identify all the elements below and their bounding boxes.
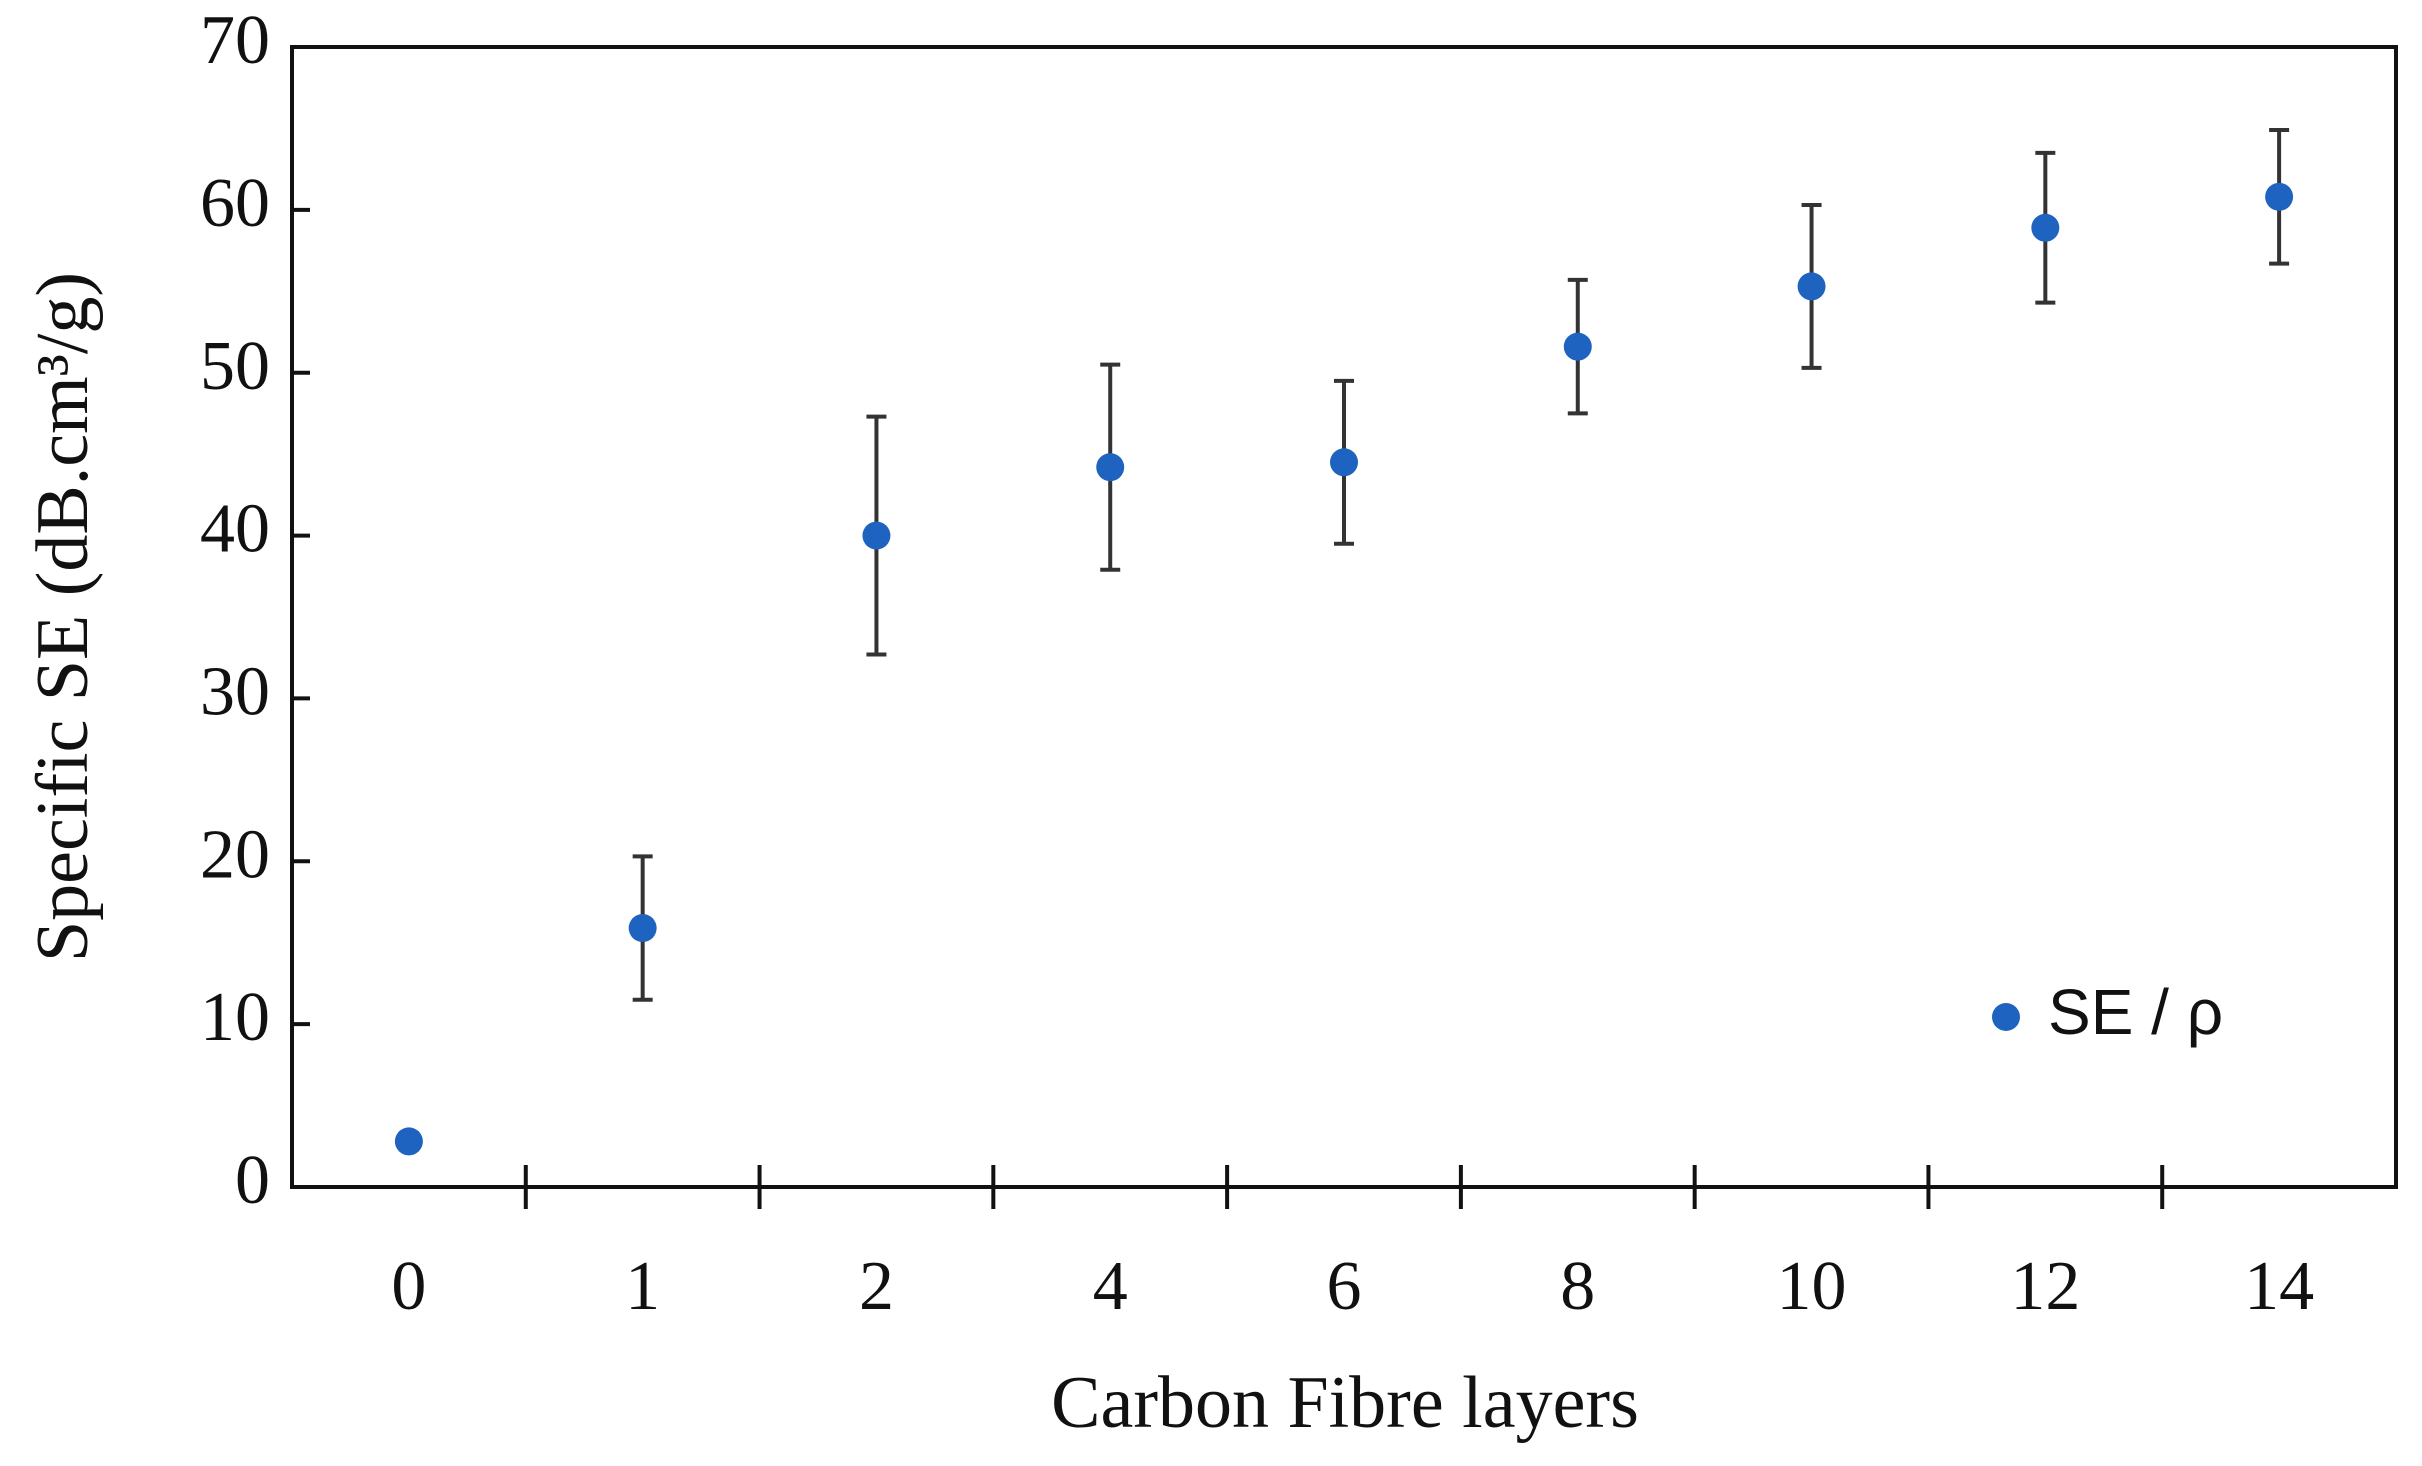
data-point xyxy=(394,1127,423,1156)
legend-label: SE / ρ xyxy=(2048,976,2223,1048)
data-point xyxy=(628,914,657,943)
x-tick-label: 10 xyxy=(1777,1248,1847,1325)
x-tick-label: 8 xyxy=(1560,1248,1595,1325)
x-tick-label: 4 xyxy=(1093,1248,1128,1325)
data-point xyxy=(1563,332,1592,361)
y-axis-label: Specific SE (dB.cm³/g) xyxy=(22,272,104,962)
y-tick-label: 20 xyxy=(200,816,270,893)
x-tick-label: 1 xyxy=(625,1248,660,1325)
y-tick-label: 50 xyxy=(200,328,270,405)
x-tick-label: 0 xyxy=(391,1248,426,1325)
legend-marker xyxy=(1992,1003,2020,1031)
data-point xyxy=(1096,453,1125,482)
y-tick-label: 0 xyxy=(235,1142,270,1219)
y-tick-label: 40 xyxy=(200,491,270,568)
y-tick-label: 10 xyxy=(200,979,270,1056)
x-axis-label: Carbon Fibre layers xyxy=(1051,1362,1639,1444)
data-point xyxy=(862,521,891,550)
y-tick-label: 60 xyxy=(200,165,270,242)
data-point xyxy=(2031,213,2060,242)
y-tick-label: 70 xyxy=(200,2,270,79)
y-tick-label: 30 xyxy=(200,653,270,730)
data-point xyxy=(2265,182,2294,211)
x-tick-label: 14 xyxy=(2244,1248,2314,1325)
data-point xyxy=(1797,272,1826,301)
x-tick-label: 2 xyxy=(859,1248,894,1325)
x-tick-label: 12 xyxy=(2010,1248,2080,1325)
x-tick-label: 6 xyxy=(1327,1248,1362,1325)
plot-frame xyxy=(290,45,2398,1189)
data-point xyxy=(1330,448,1358,477)
